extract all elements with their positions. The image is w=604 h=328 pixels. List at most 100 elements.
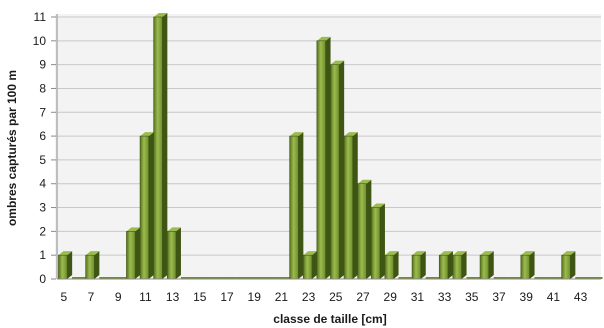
bar-side bbox=[488, 251, 494, 279]
bar-top bbox=[330, 60, 345, 65]
bar-side bbox=[352, 132, 358, 279]
bar-zero bbox=[425, 277, 440, 279]
x-tick-label: 13 bbox=[166, 290, 180, 304]
bar-12 bbox=[153, 13, 168, 280]
y-tick-label: 0 bbox=[39, 272, 46, 286]
y-tick-labels: 0 1 2 3 4 5 6 7 8 9 10 11 bbox=[33, 10, 47, 286]
bar-zero bbox=[534, 277, 549, 279]
bar-front bbox=[343, 135, 354, 280]
x-tick-label: 29 bbox=[384, 290, 398, 304]
bar-side bbox=[175, 227, 181, 279]
x-tick-label: 17 bbox=[220, 290, 234, 304]
bar-zero bbox=[208, 277, 222, 279]
bar-top bbox=[153, 13, 168, 17]
bar-top bbox=[412, 251, 426, 256]
bar-43 bbox=[575, 277, 589, 279]
bar-front bbox=[58, 254, 68, 280]
bar-37 bbox=[493, 277, 508, 279]
y-tick-label: 8 bbox=[39, 81, 46, 95]
bar-side bbox=[94, 251, 100, 279]
bar-side bbox=[325, 36, 331, 280]
bar-zero bbox=[507, 277, 521, 279]
bar-6 bbox=[72, 277, 86, 279]
bar-zero bbox=[276, 277, 290, 279]
y-tick-label: 6 bbox=[39, 129, 46, 143]
bar-front bbox=[289, 135, 299, 280]
bar-zero bbox=[262, 277, 277, 279]
x-tick-label: 33 bbox=[438, 290, 452, 304]
bar-20 bbox=[262, 277, 277, 279]
x-axis-title: classe de taille [cm] bbox=[273, 312, 386, 326]
bar-41 bbox=[548, 277, 562, 279]
bar-zero bbox=[180, 277, 195, 279]
bar-13 bbox=[166, 227, 181, 280]
bar-35 bbox=[466, 277, 481, 279]
bar-front bbox=[302, 254, 313, 280]
bar-zero bbox=[575, 277, 589, 279]
y-tick-label: 4 bbox=[39, 177, 46, 191]
bar-32 bbox=[425, 277, 440, 279]
bar-front bbox=[561, 254, 571, 280]
bar-31 bbox=[411, 251, 426, 280]
bar-side bbox=[339, 60, 345, 279]
x-tick-label: 37 bbox=[492, 290, 506, 304]
bar-39 bbox=[520, 251, 535, 280]
bar-44 bbox=[588, 277, 603, 279]
bar-front bbox=[357, 183, 367, 280]
bar-front bbox=[438, 254, 449, 280]
bar-front bbox=[520, 254, 530, 280]
bar-side bbox=[162, 13, 168, 279]
bar-front bbox=[479, 254, 490, 280]
bar-front bbox=[330, 64, 340, 280]
bar-21 bbox=[276, 277, 290, 279]
bar-8 bbox=[99, 277, 113, 279]
x-tick-label: 5 bbox=[60, 290, 67, 304]
bar-28 bbox=[370, 203, 385, 280]
bar-10 bbox=[126, 227, 141, 280]
bar-7 bbox=[85, 251, 100, 280]
bar-side bbox=[135, 227, 141, 279]
bar-27 bbox=[357, 179, 372, 280]
bar-top bbox=[167, 227, 181, 232]
bar-18 bbox=[235, 277, 249, 279]
bar-side bbox=[366, 179, 372, 279]
bar-30 bbox=[398, 277, 413, 279]
bar-11 bbox=[139, 132, 154, 280]
bar-top bbox=[289, 132, 304, 137]
y-tick-label: 11 bbox=[34, 10, 47, 24]
bar-23 bbox=[302, 251, 317, 280]
bar-24 bbox=[316, 36, 331, 280]
y-axis-title: ombres capturés par 100 m bbox=[5, 70, 19, 226]
bar-top bbox=[384, 251, 399, 256]
bar-front bbox=[452, 254, 462, 280]
x-tick-label: 41 bbox=[547, 290, 561, 304]
bar-top bbox=[452, 251, 467, 256]
bar-side bbox=[420, 251, 426, 279]
bar-side bbox=[148, 132, 154, 279]
bar-5 bbox=[58, 251, 73, 280]
bar-front bbox=[166, 231, 177, 280]
bar-top bbox=[357, 179, 372, 184]
bar-top bbox=[316, 36, 331, 41]
bar-top bbox=[344, 132, 358, 137]
x-tick-label: 35 bbox=[465, 290, 479, 304]
y-tick-label: 5 bbox=[39, 153, 46, 167]
bar-front bbox=[85, 254, 95, 280]
y-tick-label: 2 bbox=[39, 224, 46, 238]
bar-side bbox=[67, 251, 73, 279]
bar-top bbox=[303, 251, 317, 256]
bar-top bbox=[140, 132, 154, 137]
bar-top bbox=[439, 251, 453, 256]
bar-29 bbox=[384, 251, 399, 280]
x-tick-label: 11 bbox=[139, 290, 152, 304]
bar-25 bbox=[330, 60, 345, 280]
axes bbox=[56, 14, 601, 280]
bar-zero bbox=[99, 277, 113, 279]
bar-side bbox=[298, 132, 304, 279]
y-tick-label: 9 bbox=[39, 58, 46, 72]
x-tick-label: 31 bbox=[411, 290, 425, 304]
bar-front bbox=[384, 254, 394, 280]
bar-side bbox=[529, 251, 535, 279]
bar-14 bbox=[180, 277, 195, 279]
